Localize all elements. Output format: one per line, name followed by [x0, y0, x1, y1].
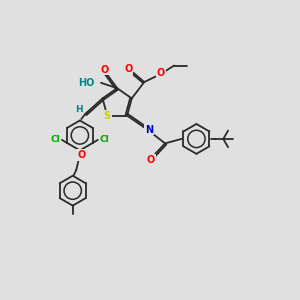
- Text: Cl: Cl: [100, 135, 109, 144]
- Text: O: O: [77, 150, 86, 160]
- Text: O: O: [157, 68, 165, 78]
- Text: O: O: [147, 155, 155, 165]
- Text: O: O: [124, 64, 133, 74]
- Text: HO: HO: [78, 78, 94, 88]
- Text: O: O: [100, 65, 108, 75]
- Text: S: S: [103, 111, 111, 121]
- Text: N: N: [145, 124, 153, 135]
- Text: H: H: [75, 105, 82, 114]
- Text: Cl: Cl: [50, 135, 60, 144]
